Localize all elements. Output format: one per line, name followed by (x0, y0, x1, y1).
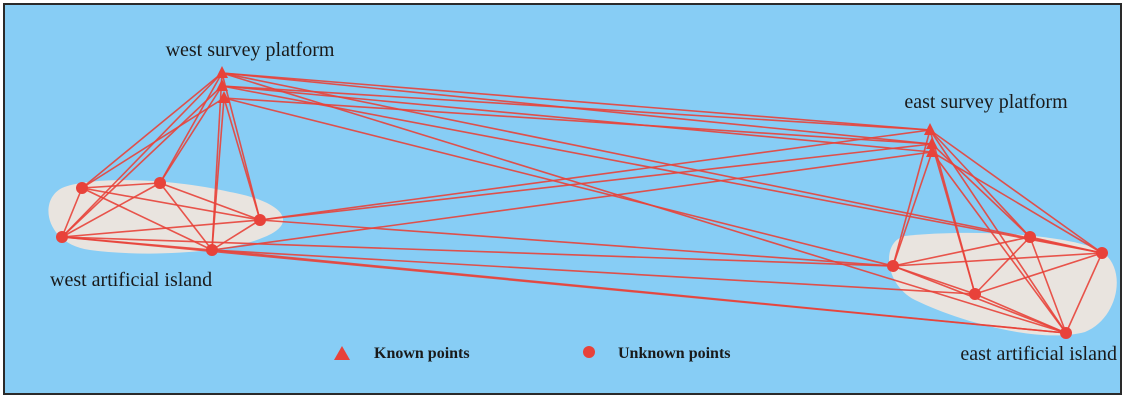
observation-line (974, 252, 1103, 295)
unknown-point-marker (1024, 231, 1036, 243)
observation-line (159, 85, 223, 184)
observation-line (61, 72, 223, 238)
known-point-marker (216, 79, 228, 91)
observation-line (974, 236, 1031, 295)
unknown-point-marker (154, 177, 166, 189)
east-island-shape (888, 232, 1117, 336)
unknown-point-marker (56, 231, 68, 243)
observation-line (223, 97, 933, 145)
observation-line (159, 182, 261, 221)
observation-line (221, 72, 931, 131)
west-island-shape (48, 180, 284, 254)
observation-lines (61, 72, 1103, 334)
observation-line (974, 293, 1067, 334)
observation-line (81, 72, 223, 189)
unknown-point-marker (969, 288, 981, 300)
observation-line (223, 97, 894, 267)
observation-line (929, 129, 1103, 254)
east-platform-label: east survey platform (904, 91, 1068, 113)
observation-line (221, 85, 931, 131)
observation-line (81, 187, 213, 251)
observation-line (892, 151, 933, 267)
unknown-point-marker (254, 214, 266, 226)
observation-line (211, 219, 261, 251)
observation-line (61, 236, 894, 267)
observation-line (223, 97, 261, 221)
observation-line (61, 219, 261, 238)
observation-line (929, 129, 1031, 238)
unknown-point-marker (1096, 247, 1108, 259)
observation-line (259, 143, 933, 221)
known-point-marker (216, 66, 228, 78)
observation-line (159, 72, 223, 184)
observation-line (81, 97, 225, 189)
observation-line (211, 151, 933, 251)
survey-points (56, 66, 1108, 339)
observation-line (931, 151, 1067, 334)
observation-line (931, 143, 976, 295)
observation-line (1065, 252, 1103, 334)
observation-line (259, 129, 931, 221)
observation-line (61, 182, 161, 238)
observation-line (892, 236, 1031, 267)
observation-line (931, 143, 1031, 238)
observation-line (61, 187, 83, 238)
observation-line (81, 187, 261, 221)
observation-line (221, 85, 1103, 254)
legend: Known points Unknown points (334, 345, 731, 362)
observation-line (1029, 236, 1067, 334)
unknown-point-marker (76, 182, 88, 194)
known-point-marker (926, 137, 938, 149)
observation-line (221, 72, 261, 221)
west-island-label: west artificial island (50, 269, 212, 291)
observation-line (892, 265, 1067, 334)
observation-line (159, 182, 213, 251)
observation-line (259, 219, 894, 267)
observation-line (211, 249, 976, 295)
observation-line (931, 151, 1103, 254)
legend-unknown-label: Unknown points (618, 345, 731, 362)
legend-known-label: Known points (374, 345, 470, 362)
unknown-point-marker (206, 244, 218, 256)
observation-line (892, 252, 1103, 267)
observation-line (221, 72, 1103, 254)
red-triangle-icon (334, 346, 350, 360)
known-point-marker (218, 91, 230, 103)
known-point-marker (926, 145, 938, 157)
west-platform-label: west survey platform (166, 39, 335, 61)
observation-line (61, 85, 223, 238)
red-dot-icon (583, 346, 595, 358)
east-island-label: east artificial island (960, 343, 1117, 365)
unknown-point-marker (1060, 327, 1072, 339)
observation-line (61, 236, 1067, 334)
known-point-marker (924, 123, 936, 135)
observation-line (81, 182, 161, 189)
unknown-point-marker (887, 260, 899, 272)
